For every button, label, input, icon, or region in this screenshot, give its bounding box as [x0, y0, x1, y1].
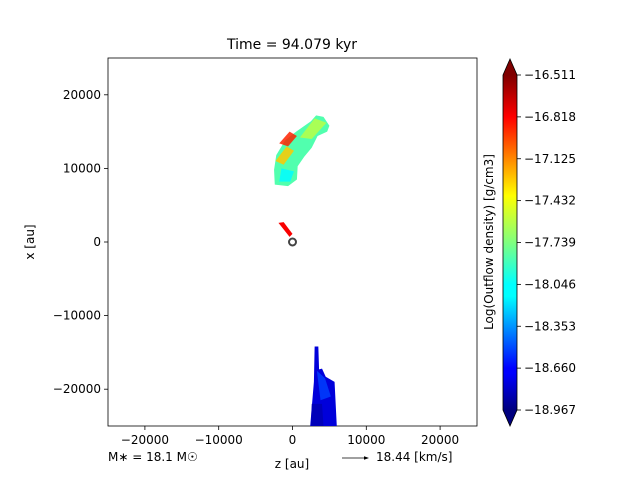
star-marker-group	[288, 237, 297, 247]
y-axis-ticks: 20000 10000 0 −10000 −20000	[53, 88, 108, 396]
x-axis-ticks: −20000 −10000 0 10000 20000	[121, 426, 459, 447]
star-marker	[288, 237, 297, 247]
colorbar-extend-bottom	[503, 410, 517, 426]
chart-title: Time = 94.079 kyr	[226, 37, 357, 53]
y-axis-label: x [au]	[23, 224, 37, 259]
colorbar-label: Log(Outflow density) [g/cm3]	[482, 154, 496, 330]
colorbar-tick-label: −18.046	[524, 277, 576, 291]
colorbar-tick-label: −18.967	[524, 403, 576, 417]
colorbar-extend-top	[503, 59, 517, 75]
colorbar-tick-label: −16.818	[524, 110, 576, 124]
outflow-region-1	[278, 222, 293, 237]
colorbar-tick-label: −18.353	[524, 319, 576, 333]
colorbar-tick-label: −18.660	[524, 361, 576, 375]
colorbar-tick-label: −16.511	[524, 68, 576, 82]
stellar-mass-annotation: M∗ = 18.1 M☉	[108, 450, 198, 464]
x-tick-label: 10000	[347, 433, 385, 447]
colorbar-tick-label: −17.739	[524, 236, 576, 250]
x-tick-label: 0	[289, 433, 297, 447]
lower-lobe-patch-1	[310, 403, 324, 426]
colorbar-body	[503, 75, 517, 410]
colorbar-ticks: −16.511 −16.818 −17.125 −17.432 −17.739 −18.0…	[517, 68, 576, 417]
y-tick-label: 10000	[63, 161, 101, 175]
outflow-regions	[274, 115, 337, 426]
lower-lobe-patch-0	[316, 370, 331, 401]
x-tick-label: −20000	[121, 433, 169, 447]
y-tick-label: −20000	[53, 382, 101, 396]
y-tick-label: 0	[93, 235, 101, 249]
velocity-key-arrowhead	[364, 456, 369, 460]
x-tick-label: 20000	[421, 433, 459, 447]
colorbar-tick-label: −17.432	[524, 194, 576, 208]
upper-lobe-patch-3	[279, 168, 294, 182]
velocity-key-label: 18.44 [km/s]	[376, 450, 452, 464]
upper-lobe-patch-0	[279, 131, 297, 147]
colorbar-tick-label: −17.125	[524, 152, 576, 166]
y-tick-label: 20000	[63, 88, 101, 102]
x-tick-label: −10000	[195, 433, 243, 447]
upper-lobe-patch-2	[299, 118, 327, 139]
y-tick-label: −10000	[53, 309, 101, 323]
upper-lobe-patch-1	[275, 146, 294, 165]
x-axis-label: z [au]	[275, 457, 309, 471]
